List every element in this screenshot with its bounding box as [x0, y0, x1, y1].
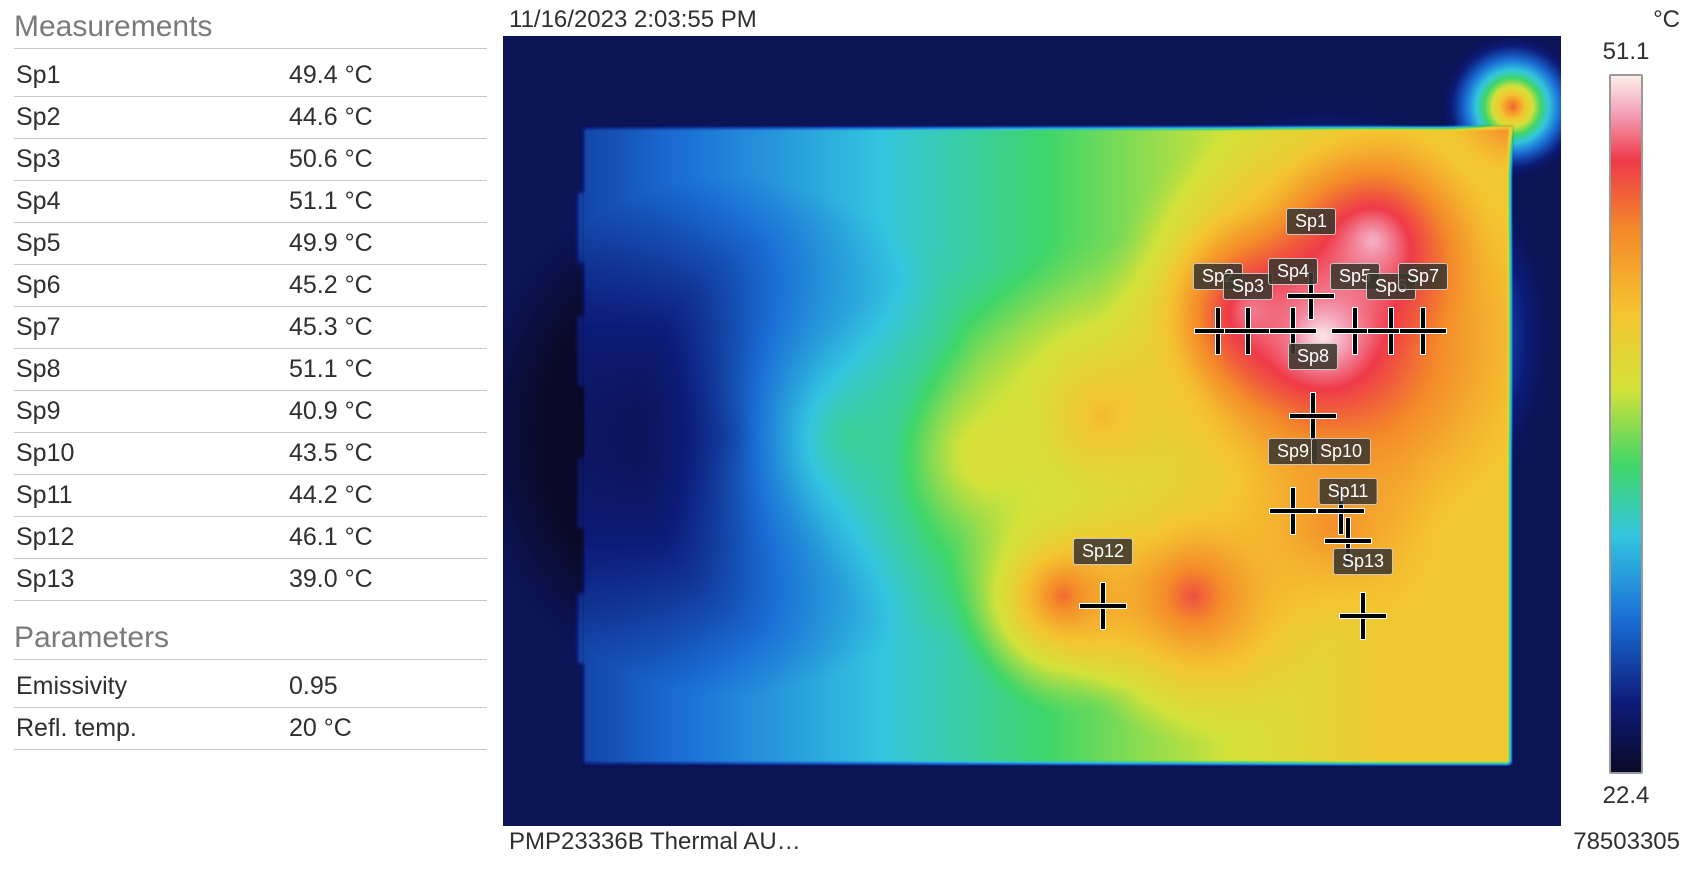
meas-value: 45.3 °C: [287, 307, 487, 349]
table-row: Sp350.6 °C: [14, 139, 487, 181]
table-row: Sp451.1 °C: [14, 181, 487, 223]
timestamp-label: 11/16/2023 2:03:55 PM: [509, 6, 757, 34]
parameters-table: Emissivity0.95Refl. temp.20 °C: [14, 666, 487, 750]
root: Measurements Sp149.4 °CSp244.6 °CSp350.6…: [0, 0, 1694, 890]
footer-title: PMP23336B Thermal AU…: [509, 828, 801, 856]
meas-label: Sp10: [14, 433, 287, 475]
measurements-table: Sp149.4 °CSp244.6 °CSp350.6 °CSp451.1 °C…: [14, 55, 487, 601]
image-header: 11/16/2023 2:03:55 PM °C: [503, 4, 1686, 36]
right-panel: 11/16/2023 2:03:55 PM °C Sp1Sp2Sp3Sp4Sp5…: [495, 0, 1694, 890]
meas-label: Sp2: [14, 97, 287, 139]
table-row: Sp549.9 °C: [14, 223, 487, 265]
meas-value: 51.1 °C: [287, 181, 487, 223]
scale-bar: [1609, 74, 1643, 774]
meas-label: Sp12: [14, 517, 287, 559]
meas-value: 46.1 °C: [287, 517, 487, 559]
image-footer: PMP23336B Thermal AU… 78503305: [503, 826, 1686, 858]
meas-value: 40.9 °C: [287, 391, 487, 433]
parameters-title: Parameters: [14, 621, 487, 660]
meas-value: 51.1 °C: [287, 349, 487, 391]
meas-value: 39.0 °C: [287, 559, 487, 601]
footer-serial: 78503305: [1573, 828, 1680, 856]
meas-value: 44.6 °C: [287, 97, 487, 139]
table-row: Sp940.9 °C: [14, 391, 487, 433]
scale-min: 22.4: [1603, 782, 1650, 810]
table-row: Sp1246.1 °C: [14, 517, 487, 559]
table-row: Sp244.6 °C: [14, 97, 487, 139]
table-row: Sp745.3 °C: [14, 307, 487, 349]
left-panel: Measurements Sp149.4 °CSp244.6 °CSp350.6…: [0, 0, 495, 890]
meas-label: Sp9: [14, 391, 287, 433]
meas-label: Sp4: [14, 181, 287, 223]
meas-value: 50.6 °C: [287, 139, 487, 181]
meas-value: 45.2 °C: [287, 265, 487, 307]
table-row: Sp645.2 °C: [14, 265, 487, 307]
color-scale: 51.1 22.4: [1571, 36, 1681, 810]
thermal-image[interactable]: Sp1Sp2Sp3Sp4Sp5Sp6Sp7Sp8Sp9Sp10Sp11Sp12S…: [503, 36, 1561, 826]
meas-value: 43.5 °C: [287, 433, 487, 475]
meas-label: Sp1: [14, 55, 287, 97]
table-row: Sp851.1 °C: [14, 349, 487, 391]
meas-label: Sp13: [14, 559, 287, 601]
meas-label: Sp6: [14, 265, 287, 307]
image-row: Sp1Sp2Sp3Sp4Sp5Sp6Sp7Sp8Sp9Sp10Sp11Sp12S…: [503, 36, 1686, 826]
meas-value: 49.4 °C: [287, 55, 487, 97]
meas-label: Sp7: [14, 307, 287, 349]
table-row: Sp1144.2 °C: [14, 475, 487, 517]
meas-label: Sp5: [14, 223, 287, 265]
scale-canvas: [1611, 76, 1641, 772]
scale-max: 51.1: [1603, 38, 1650, 66]
unit-label: °C: [1653, 6, 1680, 34]
table-row: Emissivity0.95: [14, 666, 487, 708]
meas-value: 44.2 °C: [287, 475, 487, 517]
table-row: Sp1043.5 °C: [14, 433, 487, 475]
thermal-canvas: [503, 36, 1561, 826]
table-row: Sp1339.0 °C: [14, 559, 487, 601]
table-row: Refl. temp.20 °C: [14, 708, 487, 750]
param-label: Refl. temp.: [14, 708, 287, 750]
measurements-title: Measurements: [14, 10, 487, 49]
table-row: Sp149.4 °C: [14, 55, 487, 97]
meas-label: Sp8: [14, 349, 287, 391]
param-value: 20 °C: [287, 708, 487, 750]
meas-label: Sp11: [14, 475, 287, 517]
meas-label: Sp3: [14, 139, 287, 181]
param-label: Emissivity: [14, 666, 287, 708]
param-value: 0.95: [287, 666, 487, 708]
meas-value: 49.9 °C: [287, 223, 487, 265]
